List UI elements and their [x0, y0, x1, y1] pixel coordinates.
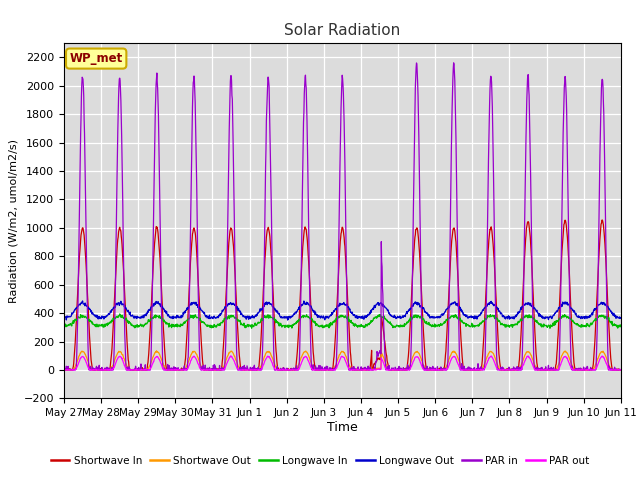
Legend: Shortwave In, Shortwave Out, Longwave In, Longwave Out, PAR in, PAR out: Shortwave In, Shortwave Out, Longwave In…: [47, 452, 593, 470]
Y-axis label: Radiation (W/m2, umol/m2/s): Radiation (W/m2, umol/m2/s): [8, 139, 18, 303]
X-axis label: Time: Time: [327, 421, 358, 434]
Text: WP_met: WP_met: [70, 52, 123, 65]
Title: Solar Radiation: Solar Radiation: [284, 23, 401, 38]
